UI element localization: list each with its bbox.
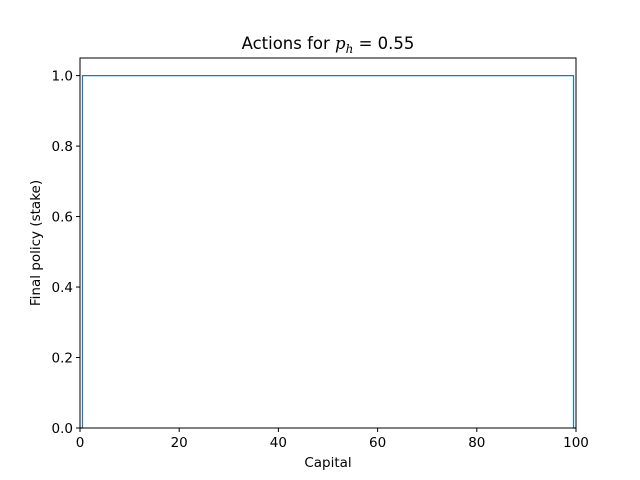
x-tick-label: 40 xyxy=(270,435,287,451)
x-tick-label: 100 xyxy=(563,435,589,451)
x-axis-label: Capital xyxy=(304,455,351,471)
series-line-0 xyxy=(80,75,576,429)
y-tick-label: 0.0 xyxy=(52,421,73,437)
y-tick-label: 0.2 xyxy=(52,351,73,367)
plot-area: 0 20 40 60 80 100 0.0 0.2 0.4 0.6 0.8 1.0 xyxy=(52,57,589,451)
y-tick-label: 1.0 xyxy=(52,69,73,85)
x-tick-label: 60 xyxy=(369,435,386,451)
y-tick-label: 0.6 xyxy=(52,210,73,226)
y-tick-label: 0.4 xyxy=(52,280,73,296)
chart-title: Actions for ph = 0.55 xyxy=(242,34,415,56)
x-tick-label: 80 xyxy=(468,435,485,451)
x-tick-label: 0 xyxy=(76,435,85,451)
axes-frame xyxy=(79,57,577,429)
y-tick-label: 0.8 xyxy=(52,139,73,155)
x-tick-label: 20 xyxy=(171,435,188,451)
y-axis-label: Final policy (stake) xyxy=(28,180,44,306)
